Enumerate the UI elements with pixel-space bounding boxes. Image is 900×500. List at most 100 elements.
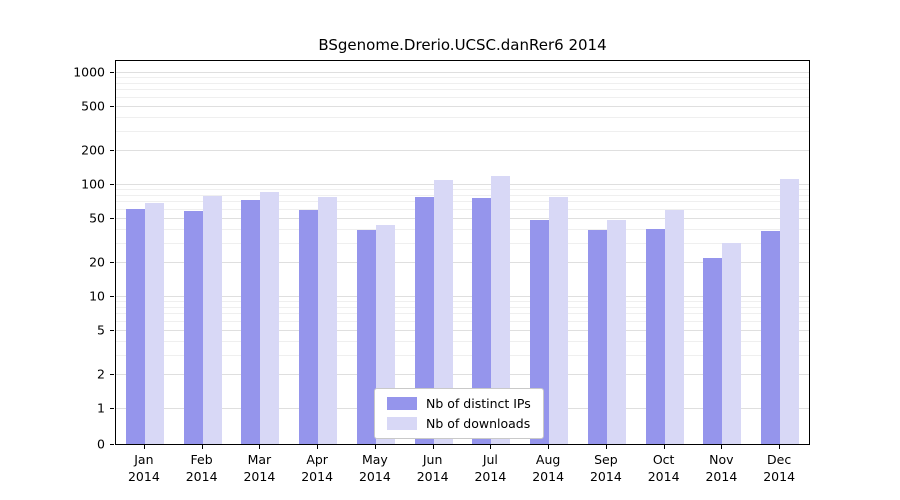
gridline-y-800 [116,82,809,84]
gridline-y-30 [116,242,809,244]
x-tick-label-may: May 2014 [358,452,391,484]
gridline-y-20 [116,262,809,264]
x-tick-mark [143,445,145,449]
x-tick-mark [490,445,492,449]
x-tick-label-jul: Jul 2014 [474,452,507,484]
gridline-y-9 [116,301,809,303]
legend-item-downloads: Nb of downloads [387,416,531,431]
y-tick-mark [110,329,114,331]
bar-distinct-ips-jul [472,198,492,444]
y-tick-mark [110,105,114,107]
bar-distinct-ips-jan [125,208,145,444]
x-tick-label-nov: Nov 2014 [705,452,738,484]
gridline-y-4 [116,340,809,342]
bar-downloads-aug [549,196,569,444]
x-tick-mark [548,445,550,449]
gridline-y-50 [116,217,809,219]
gridline-y-100 [116,184,809,185]
gridline-y-40 [116,228,809,230]
x-tick-label-feb: Feb 2014 [185,452,218,484]
bar-distinct-ips-jun [414,196,434,444]
x-tick-label-jun: Jun 2014 [416,452,449,484]
y-tick-mark [110,262,114,264]
bar-distinct-ips-sep [587,229,607,444]
bar-downloads-nov [722,242,742,444]
gridline-y-200 [116,150,809,152]
y-tick-mark [110,72,114,73]
bar-distinct-ips-oct [645,228,665,444]
bar-distinct-ips-aug [530,219,550,444]
y-tick-label-50: 50 [89,210,105,226]
y-tick-mark [110,150,114,152]
y-tick-label-5: 5 [97,322,105,338]
y-tick-label-1000: 1000 [73,64,105,80]
gridline-y-60 [116,208,809,210]
legend-swatch-downloads [387,417,417,430]
gridline-y-7 [116,313,809,315]
bar-distinct-ips-may [356,229,376,444]
gridline-y-6 [116,320,809,322]
x-tick-mark [721,445,723,449]
chart-title: BSgenome.Drerio.UCSC.danRer6 2014 [318,36,607,54]
bar-distinct-ips-mar [241,199,261,444]
x-tick-mark [201,445,203,449]
x-tick-mark [779,445,781,449]
bar-downloads-oct [664,209,684,444]
y-tick-label-10: 10 [89,288,105,304]
bar-downloads-jan [144,202,164,444]
bar-distinct-ips-dec [761,231,781,444]
gridline-y-400 [116,116,809,118]
gridline-y-300 [116,130,809,132]
y-tick-mark [110,296,114,297]
legend-label-distinct-ips: Nb of distinct IPs [426,396,531,411]
x-tick-mark [432,445,434,449]
gridline-y-80 [116,194,809,196]
x-tick-label-oct: Oct 2014 [647,452,680,484]
x-tick-label-dec: Dec 2014 [763,452,796,484]
gridline-y-500 [116,105,809,107]
y-tick-label-0: 0 [97,436,105,452]
gridline-y-900 [116,77,809,79]
bar-distinct-ips-apr [299,209,319,444]
bar-downloads-feb [202,196,222,444]
gridline-y-3 [116,354,809,356]
gridline-y-1000 [116,72,809,73]
gridline-y-70 [116,201,809,203]
legend: Nb of distinct IPs Nb of downloads [374,388,544,439]
bar-downloads-jun [433,180,453,444]
y-tick-mark [110,374,114,376]
y-tick-mark [110,217,114,219]
y-tick-label-200: 200 [81,142,105,158]
bar-downloads-sep [606,219,626,444]
x-tick-mark [259,445,261,449]
y-tick-label-2: 2 [97,366,105,382]
y-tick-mark [110,408,114,409]
x-tick-mark [605,445,607,449]
bar-downloads-apr [318,196,338,444]
y-tick-label-20: 20 [89,254,105,270]
legend-label-downloads: Nb of downloads [426,416,531,431]
x-tick-label-jan: Jan 2014 [127,452,160,484]
x-tick-label-sep: Sep 2014 [589,452,622,484]
gridline-y-90 [116,189,809,191]
bar-downloads-mar [260,191,280,444]
y-tick-mark [110,184,114,185]
x-tick-mark [374,445,376,449]
y-tick-mark [110,444,114,445]
plot-area [115,60,810,445]
y-tick-label-1: 1 [97,400,105,416]
legend-item-distinct-ips: Nb of distinct IPs [387,396,531,411]
bar-downloads-jul [491,176,511,444]
x-tick-label-apr: Apr 2014 [301,452,334,484]
gridline-y-700 [116,89,809,91]
gridline-y-10 [116,296,809,297]
gridline-y-600 [116,96,809,98]
legend-swatch-distinct-ips [387,397,417,410]
x-tick-mark [317,445,319,449]
bar-distinct-ips-nov [703,257,723,444]
y-tick-label-500: 500 [81,98,105,114]
x-tick-mark [663,445,665,449]
gridline-y-2 [116,374,809,376]
bar-downloads-dec [780,179,800,444]
